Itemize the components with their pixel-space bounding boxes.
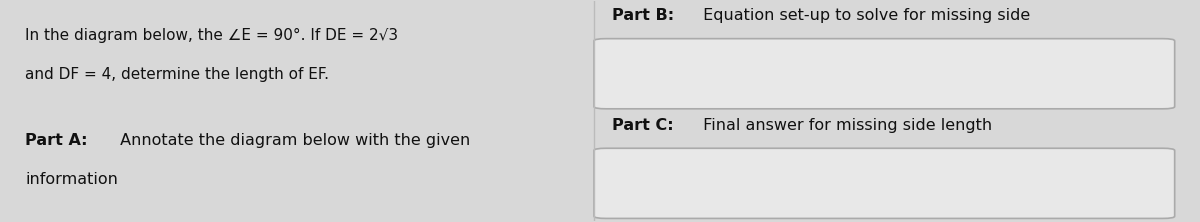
Text: Part B:: Part B:: [612, 8, 674, 23]
Text: Part C:: Part C:: [612, 118, 673, 133]
Text: Annotate the diagram below with the given: Annotate the diagram below with the give…: [115, 133, 470, 148]
FancyBboxPatch shape: [594, 148, 1175, 218]
Text: In the diagram below, the ∠E = 90°. If DE = 2√3: In the diagram below, the ∠E = 90°. If D…: [25, 28, 398, 43]
Text: Equation set-up to solve for missing side: Equation set-up to solve for missing sid…: [698, 8, 1031, 23]
FancyBboxPatch shape: [594, 39, 1175, 109]
Text: Part A:: Part A:: [25, 133, 88, 148]
Text: Final answer for missing side length: Final answer for missing side length: [698, 118, 992, 133]
Text: and DF = 4, determine the length of EF.: and DF = 4, determine the length of EF.: [25, 67, 329, 82]
Text: information: information: [25, 172, 119, 187]
